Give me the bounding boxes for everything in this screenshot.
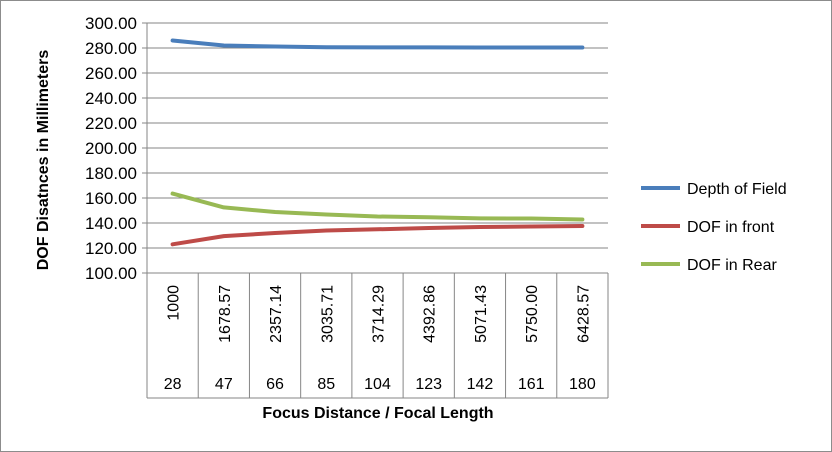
legend-label: DOF in Rear xyxy=(687,257,777,274)
x-tick-label-distance: 5750.00 xyxy=(524,285,541,343)
x-axis-title: Focus Distance / Focal Length xyxy=(262,405,493,422)
y-tick-label: 200.00 xyxy=(85,139,137,158)
x-tick-label-distance: 2357.14 xyxy=(268,285,285,343)
series-line xyxy=(170,224,585,247)
x-tick-label-distance: 4392.86 xyxy=(422,285,439,343)
x-tick-label-focal-length: 104 xyxy=(364,376,391,393)
x-tick-label-distance: 5071.43 xyxy=(473,285,490,343)
x-tick-label-focal-length: 66 xyxy=(266,376,284,393)
legend-label: Depth of Field xyxy=(687,181,787,198)
y-tick-label: 180.00 xyxy=(85,164,137,183)
y-tick-label: 260.00 xyxy=(85,64,137,83)
legend: Depth of Field DOF in front DOF in Rear xyxy=(641,181,787,274)
y-tick-label: 280.00 xyxy=(85,39,137,58)
x-tick-labels: 1000 1678.57 2357.14 3035.71 3714.29 4392.86 5… xyxy=(164,285,596,393)
grid-lines xyxy=(147,22,608,249)
x-tick-label-focal-length: 142 xyxy=(467,376,494,393)
x-tick-label-distance: 3714.29 xyxy=(371,285,388,343)
axes xyxy=(142,22,609,399)
series-line xyxy=(170,38,585,50)
y-tick-label: 120.00 xyxy=(85,239,137,258)
y-tick-label: 160.00 xyxy=(85,189,137,208)
legend-label: DOF in front xyxy=(687,219,775,236)
x-tick-label-focal-length: 85 xyxy=(317,376,335,393)
y-tick-label: 140.00 xyxy=(85,214,137,233)
y-tick-label: 300.00 xyxy=(85,14,137,33)
series-line xyxy=(170,191,585,222)
x-tick-label-distance: 1678.57 xyxy=(217,285,234,343)
x-tick-label-focal-length: 161 xyxy=(518,376,545,393)
y-axis-title: DOF Disatnces in Millimeters xyxy=(35,50,52,271)
y-tick-label: 100.00 xyxy=(85,264,137,283)
x-tick-label-focal-length: 123 xyxy=(415,376,442,393)
y-tick-label: 240.00 xyxy=(85,89,137,108)
series-lines xyxy=(170,38,585,247)
x-tick-label-focal-length: 47 xyxy=(215,376,233,393)
y-tick-label: 220.00 xyxy=(85,114,137,133)
x-tick-label-distance: 3035.71 xyxy=(319,285,336,343)
x-tick-label-distance: 6428.57 xyxy=(575,285,592,343)
y-tick-labels: 100.00 120.00 140.00 160.00 180.00 200.00 220.… xyxy=(85,14,137,283)
x-tick-label-focal-length: 28 xyxy=(164,376,182,393)
x-tick-label-focal-length: 180 xyxy=(569,376,596,393)
x-tick-label-distance: 1000 xyxy=(166,285,183,321)
